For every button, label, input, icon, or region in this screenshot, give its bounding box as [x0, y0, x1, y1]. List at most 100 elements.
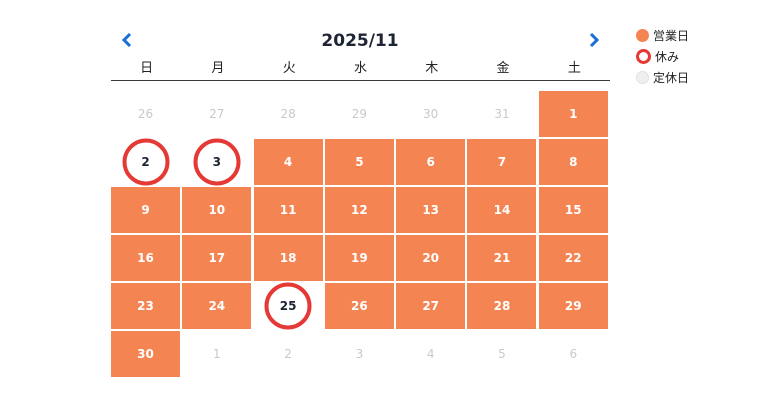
chevron-left-icon	[121, 32, 132, 48]
day-number: 30	[137, 346, 154, 361]
day-number: 16	[137, 250, 154, 265]
day-cell-outside-month: 26	[111, 91, 180, 137]
day-cell[interactable]: 3	[182, 138, 252, 186]
weekday-header: 日 月 火 水 木 金 土	[111, 60, 610, 81]
day-number: 8	[569, 154, 578, 169]
day-number: 23	[137, 298, 154, 313]
day-number: 28	[280, 106, 296, 121]
day-number: 18	[279, 250, 297, 265]
day-number: 3	[355, 346, 364, 361]
day-number: 4	[283, 154, 293, 169]
day-number: 28	[493, 298, 511, 313]
holiday-ring-icon	[264, 282, 312, 330]
day-number: 15	[564, 202, 582, 217]
day-cell[interactable]: 8	[538, 139, 608, 185]
weekday-wed: 水	[353, 61, 367, 76]
day-number: 17	[208, 250, 226, 265]
day-cell-outside-month: 1	[182, 331, 251, 377]
day-cell[interactable]: 17	[182, 235, 252, 281]
day-number: 6	[569, 346, 578, 361]
day-cell-outside-month: 28	[254, 91, 323, 137]
day-cell-outside-month: 31	[467, 91, 536, 137]
day-cell[interactable]: 14	[467, 187, 537, 233]
month-title: 2025/11	[321, 31, 399, 51]
next-month-button[interactable]	[585, 30, 603, 50]
weekday-tue: 火	[282, 61, 296, 76]
regular-holiday-swatch-icon	[636, 71, 649, 84]
day-number: 14	[493, 202, 511, 217]
day-number: 24	[208, 298, 226, 313]
prev-month-button[interactable]	[118, 30, 136, 50]
day-number: 12	[351, 202, 368, 217]
day-cell[interactable]: 29	[538, 283, 608, 329]
legend-label: 休み	[655, 50, 680, 64]
weekday-mon: 月	[211, 61, 225, 76]
day-number: 27	[209, 106, 225, 121]
day-cell-outside-month: 29	[325, 91, 394, 137]
holiday-ring-icon	[122, 138, 169, 186]
day-number: 1	[569, 106, 578, 121]
day-number: 10	[208, 202, 226, 217]
day-cell-outside-month: 4	[396, 331, 465, 377]
day-number: 20	[422, 250, 440, 265]
day-cell[interactable]: 22	[538, 235, 608, 281]
day-cell-outside-month: 3	[325, 331, 394, 377]
day-cell[interactable]: 23	[111, 283, 180, 329]
day-cell-outside-month: 27	[182, 91, 251, 137]
day-cell[interactable]: 19	[324, 235, 394, 281]
day-number: 5	[355, 154, 364, 169]
day-cell[interactable]: 21	[467, 235, 537, 281]
day-cell[interactable]: 25	[253, 282, 323, 330]
weekday-sun: 日	[140, 61, 154, 76]
day-cell[interactable]: 2	[111, 138, 180, 186]
day-cell[interactable]: 18	[253, 235, 323, 281]
day-cell[interactable]: 24	[182, 283, 252, 329]
legend: 営業日 休み 定休日	[636, 25, 689, 88]
day-cell[interactable]: 11	[253, 187, 323, 233]
day-number: 29	[564, 298, 582, 313]
weekday-fri: 金	[496, 61, 510, 76]
closed-ring-icon	[636, 49, 651, 64]
day-number: 1	[212, 346, 221, 361]
day-cell[interactable]: 20	[396, 235, 466, 281]
day-number: 19	[351, 250, 368, 265]
day-cell[interactable]: 26	[324, 283, 394, 329]
day-cell[interactable]: 5	[324, 139, 394, 185]
day-number: 26	[351, 298, 368, 313]
day-number: 26	[137, 106, 154, 121]
day-number: 3	[212, 154, 221, 169]
day-number: 31	[494, 106, 510, 121]
holiday-ring-icon	[193, 138, 241, 186]
chevron-right-icon	[589, 32, 600, 48]
day-cell[interactable]: 13	[396, 187, 466, 233]
day-number: 11	[279, 202, 297, 217]
day-cell[interactable]: 4	[253, 139, 323, 185]
legend-item-closed: 休み	[636, 46, 689, 67]
day-cell[interactable]: 28	[467, 283, 537, 329]
day-cell[interactable]: 30	[111, 331, 180, 377]
day-cell-outside-month: 30	[396, 91, 465, 137]
day-number: 4	[426, 346, 435, 361]
day-cell-outside-month: 5	[467, 331, 536, 377]
day-cell[interactable]: 6	[396, 139, 466, 185]
legend-label: 定休日	[653, 71, 690, 85]
day-cell[interactable]: 10	[182, 187, 252, 233]
day-cell[interactable]: 1	[538, 91, 608, 137]
day-number: 7	[497, 154, 507, 169]
day-cell[interactable]: 27	[396, 283, 466, 329]
day-number: 2	[141, 154, 150, 169]
day-cell[interactable]: 12	[324, 187, 394, 233]
day-number: 27	[422, 298, 440, 313]
day-number: 5	[498, 346, 506, 361]
day-cell[interactable]: 16	[111, 235, 180, 281]
day-cell[interactable]: 7	[467, 139, 537, 185]
day-cell[interactable]: 9	[111, 187, 180, 233]
weekday-thu: 木	[425, 61, 439, 76]
legend-label: 営業日	[653, 29, 690, 43]
day-cell[interactable]: 15	[538, 187, 608, 233]
legend-item-open: 営業日	[636, 25, 689, 46]
day-number: 6	[426, 154, 435, 169]
day-number: 25	[279, 298, 297, 313]
day-number: 13	[422, 202, 440, 217]
day-number: 22	[564, 250, 582, 265]
